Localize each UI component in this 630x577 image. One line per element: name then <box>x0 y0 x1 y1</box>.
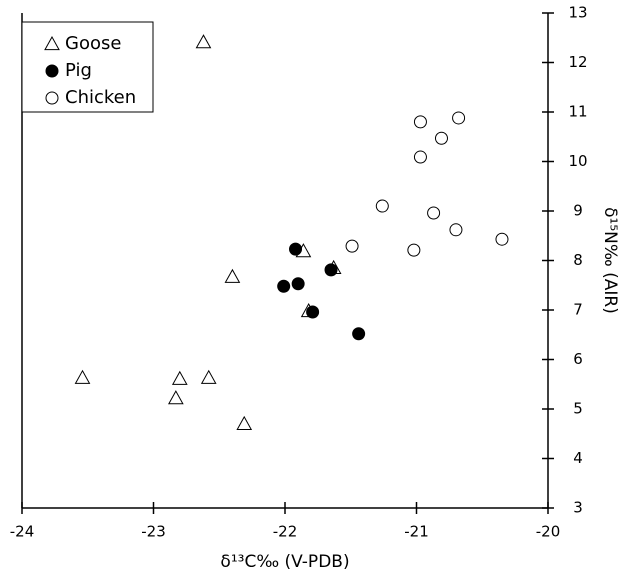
legend-label: Chicken <box>65 87 136 108</box>
y-tick-label: 13 <box>568 4 587 22</box>
open-circle-marker <box>495 232 509 246</box>
open-circle-marker <box>345 239 359 253</box>
open-circle-marker <box>375 199 389 213</box>
y-tick-label: 7 <box>573 301 583 319</box>
filled-circle-marker <box>291 277 305 291</box>
x-tick-label: -22 <box>273 523 298 541</box>
open-circle-marker <box>427 206 441 220</box>
filled-circle-marker <box>324 263 338 277</box>
open-circle-marker <box>413 150 427 164</box>
triangle-marker <box>168 390 184 405</box>
triangle-marker <box>200 369 217 384</box>
open-circle-marker <box>45 91 59 105</box>
open-circle-marker <box>434 131 448 145</box>
x-tick-label: -21 <box>404 523 429 541</box>
filled-circle-marker <box>45 64 59 78</box>
filled-circle-marker <box>306 305 320 319</box>
y-tick-label: 6 <box>573 350 583 368</box>
open-circle-marker <box>452 111 466 125</box>
y-tick-label: 8 <box>573 251 583 269</box>
triangle-marker <box>195 34 212 49</box>
x-axis-label: δ¹³C‰ (V-PDB) <box>220 552 349 572</box>
y-tick-label: 11 <box>568 103 587 121</box>
x-tick-label: -24 <box>10 523 35 541</box>
y-tick-label: 3 <box>573 499 583 517</box>
open-circle-marker <box>413 115 427 129</box>
triangle-marker <box>44 35 60 51</box>
triangle-marker <box>224 268 241 283</box>
legend-label: Goose <box>65 33 121 54</box>
y-axis-label: δ¹⁵N‰ (AIR) <box>600 207 620 314</box>
filled-circle-marker <box>277 279 291 293</box>
x-tick-label: -23 <box>141 523 166 541</box>
y-tick-label: 10 <box>568 152 587 170</box>
y-tick-label: 9 <box>573 202 583 220</box>
legend-label: Pig <box>65 60 92 81</box>
y-tick-label: 5 <box>573 400 583 418</box>
triangle-marker <box>236 415 253 430</box>
legend-box <box>21 21 154 113</box>
triangle-marker <box>74 369 91 384</box>
triangle-marker <box>171 370 188 385</box>
x-tick-label: -20 <box>536 523 561 541</box>
y-tick-label: 4 <box>573 449 583 467</box>
open-circle-marker <box>407 243 421 257</box>
open-circle-marker <box>449 223 463 237</box>
filled-circle-marker <box>352 327 366 341</box>
filled-circle-marker <box>289 242 303 256</box>
y-tick-label: 12 <box>568 53 587 71</box>
